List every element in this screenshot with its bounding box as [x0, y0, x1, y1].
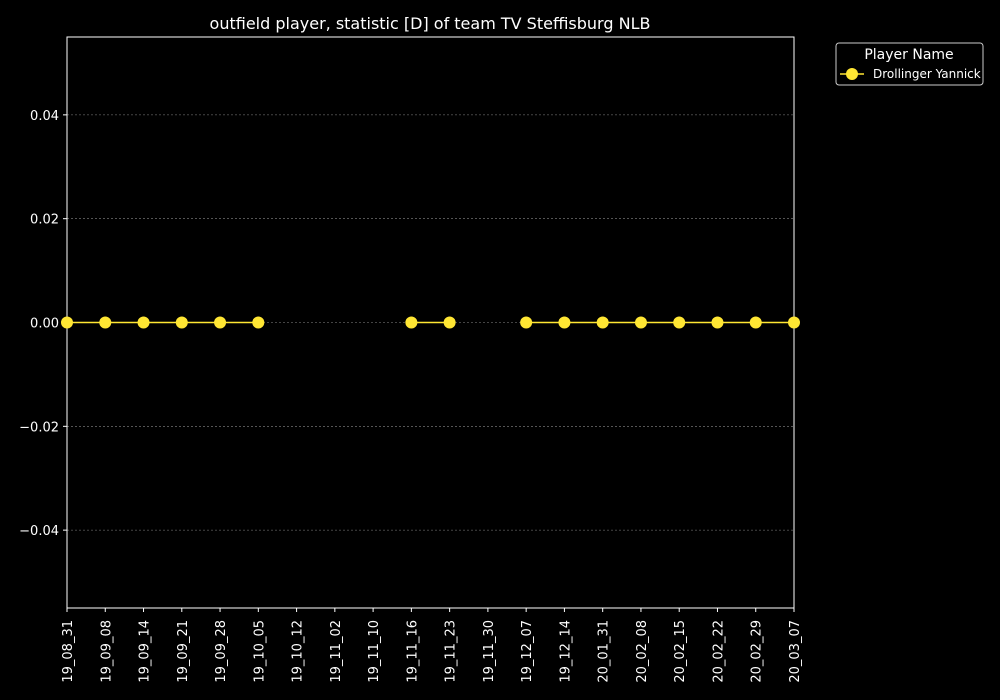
x-axis-ticks: 19_08_31 19_09_08 19_09_14 19_09_21 19_09_28… [61, 608, 803, 683]
legend-frame [835, 42, 984, 86]
y-axis-ticks: −0.04 −0.02 0.00 0.02 0.04 [19, 109, 67, 539]
x-tick-label: 19_11_02 [329, 620, 344, 683]
data-point [443, 316, 456, 329]
data-point [596, 316, 609, 329]
data-point [520, 316, 533, 329]
x-tick-label: 19_11_23 [444, 620, 459, 683]
x-tick-label: 20_03_07 [788, 620, 803, 683]
data-point [61, 316, 73, 329]
data-point [711, 316, 724, 329]
x-tick-label: 19_12_14 [558, 620, 573, 683]
data-point [788, 316, 800, 329]
data-point [558, 316, 571, 329]
series [61, 316, 800, 329]
x-tick-label: 20_02_08 [635, 620, 650, 683]
data-point [634, 316, 647, 329]
x-tick-label: 19_09_08 [99, 620, 114, 683]
x-tick-label: 19_08_31 [61, 620, 76, 683]
data-point [99, 316, 112, 329]
legend-entry-label: Drollinger Yannick [873, 67, 981, 81]
chart-title: outfield player, statistic [D] of team T… [210, 14, 651, 33]
data-point [673, 316, 686, 329]
data-point [214, 316, 227, 329]
data-point [749, 316, 762, 329]
x-tick-label: 19_10_05 [252, 620, 267, 683]
x-tick-label: 19_12_07 [520, 620, 535, 683]
x-tick-label: 20_02_15 [673, 620, 688, 683]
data-point [405, 316, 418, 329]
x-tick-label: 19_10_12 [291, 620, 306, 683]
legend-swatch-marker [846, 68, 858, 80]
y-tick-label: 0.00 [30, 317, 59, 332]
x-tick-label: 19_09_21 [176, 620, 191, 683]
y-tick-label: 0.02 [30, 213, 59, 228]
legend: Player Name Drollinger Yannick [835, 42, 984, 86]
y-tick-label: −0.02 [19, 420, 59, 435]
legend-title: Player Name [864, 47, 953, 63]
x-tick-label: 19_11_16 [405, 620, 420, 683]
x-tick-label: 19_11_10 [367, 620, 382, 683]
y-tick-label: −0.04 [19, 524, 59, 539]
x-tick-label: 19_09_28 [214, 620, 229, 683]
x-tick-label: 20_01_31 [597, 620, 612, 683]
data-point [252, 316, 265, 329]
x-tick-label: 20_02_22 [711, 620, 726, 683]
x-tick-label: 19_09_14 [138, 620, 153, 683]
data-point [175, 316, 188, 329]
y-tick-label: 0.04 [30, 109, 59, 124]
x-tick-label: 20_02_29 [750, 620, 765, 683]
x-tick-label: 19_11_30 [482, 620, 497, 683]
data-point [137, 316, 150, 329]
